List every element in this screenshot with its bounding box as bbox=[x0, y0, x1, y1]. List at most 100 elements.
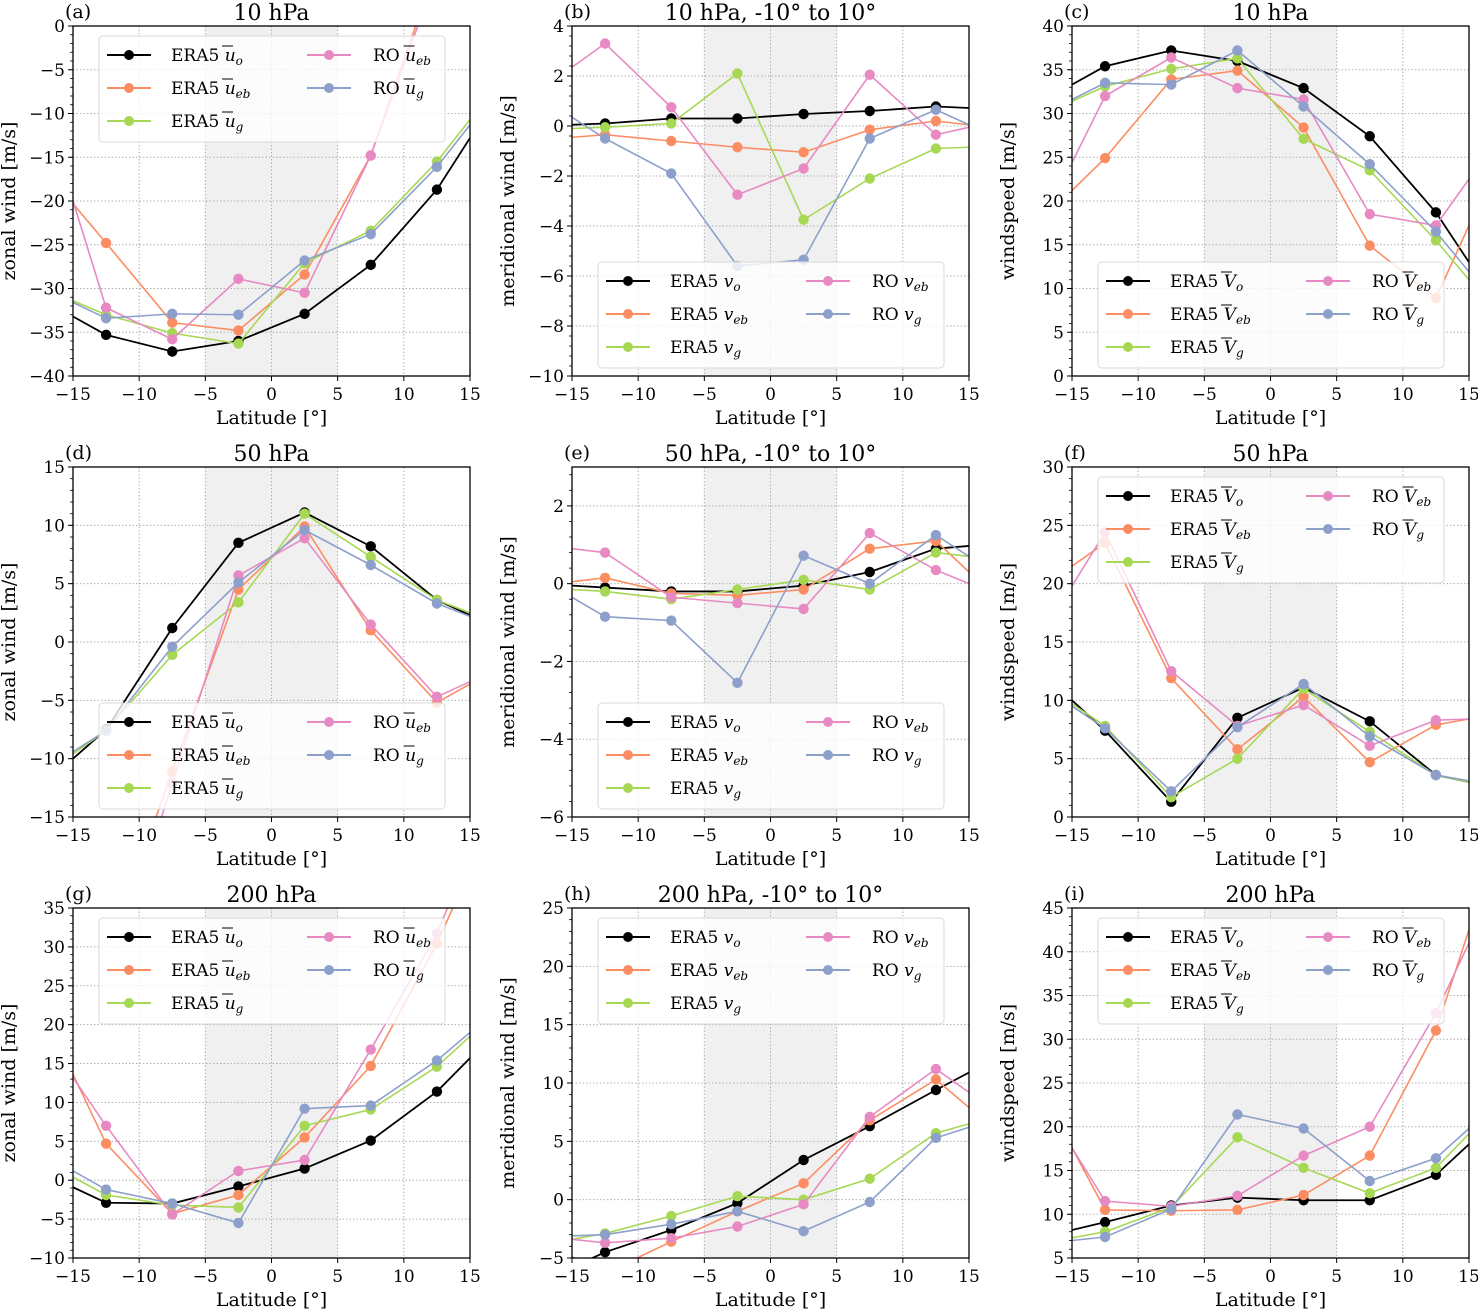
y-axis: −15 −10 −5 0 5 10 15 bbox=[29, 458, 73, 828]
legend-marker bbox=[1123, 998, 1133, 1008]
x-tick-label: −5 bbox=[1192, 385, 1217, 405]
series-line-ro-g bbox=[1072, 49, 1469, 273]
data-point-ro-eb bbox=[299, 532, 310, 544]
y-tick-label: 40 bbox=[1042, 17, 1064, 37]
legend-label: ERA5 Veb bbox=[1170, 305, 1251, 327]
y-tick-label: 15 bbox=[1042, 1162, 1064, 1182]
y-tick-label: 10 bbox=[43, 1093, 65, 1113]
series-group bbox=[1072, 45, 1469, 304]
y-axis: 0 5 10 15 20 25 30 bbox=[1042, 458, 1072, 828]
legend-label: RO ueb bbox=[373, 46, 431, 68]
x-tick-label: 5 bbox=[332, 1267, 343, 1287]
data-point-era5-g bbox=[1364, 1188, 1375, 1199]
data-point-era5-g bbox=[1232, 53, 1243, 64]
legend-label: RO vg bbox=[872, 746, 922, 768]
series-line-ro-eb bbox=[572, 42, 969, 196]
data-point-ro-g bbox=[599, 1229, 611, 1240]
data-point-era5-o bbox=[798, 1154, 809, 1166]
data-point-ro-eb bbox=[167, 1209, 178, 1220]
legend-item-era5-g: ERA5 Vg bbox=[1106, 337, 1244, 360]
panel-letter: (c) bbox=[1064, 1, 1089, 23]
y-axis: −6 −4 −2 0 2 bbox=[539, 474, 572, 828]
x-tick-label: −10 bbox=[121, 1267, 157, 1287]
x-axis: −15 −10 −5 0 5 10 15 bbox=[554, 1258, 980, 1287]
series-line-era5-g bbox=[572, 551, 969, 601]
x-tick-label: 5 bbox=[1331, 826, 1342, 846]
series-line-ro-g bbox=[1072, 1113, 1469, 1242]
y-tick-label: 30 bbox=[1042, 105, 1064, 125]
data-point-era5-o bbox=[1364, 131, 1375, 142]
data-point-ro-eb bbox=[365, 1044, 376, 1055]
legend-box bbox=[597, 702, 945, 810]
y-tick-label: 5 bbox=[1053, 750, 1064, 770]
data-point-ro-eb bbox=[732, 1221, 743, 1232]
series-line-era5-g bbox=[572, 1123, 969, 1241]
x-tick-label: 0 bbox=[266, 385, 277, 405]
x-tick-label: −15 bbox=[554, 1267, 590, 1287]
y-tick-label: −10 bbox=[29, 105, 65, 125]
data-point-ro-g bbox=[864, 1196, 875, 1208]
y-axis-label: windspeed [m/s] bbox=[997, 122, 1019, 280]
x-tick-label: 0 bbox=[1265, 1267, 1276, 1287]
legend-marker bbox=[1323, 276, 1333, 286]
data-point-ro-eb bbox=[1099, 1195, 1111, 1207]
legend-label: ERA5 ueb bbox=[171, 961, 250, 983]
legend-marker bbox=[324, 932, 334, 942]
data-point-ro-g bbox=[233, 309, 244, 320]
legend-label: ERA5 Vg bbox=[1170, 994, 1244, 1016]
y-axis-label: windspeed [m/s] bbox=[997, 1004, 1019, 1162]
data-point-ro-g bbox=[1232, 45, 1243, 56]
panel-title: 200 hPa bbox=[226, 883, 316, 908]
x-tick-label: 5 bbox=[831, 1267, 842, 1287]
legend-label: ERA5 veb bbox=[670, 961, 748, 983]
x-tick-label: −10 bbox=[1120, 826, 1156, 846]
legend-label: RO Veb bbox=[1372, 272, 1431, 294]
panel-letter: (b) bbox=[564, 1, 591, 23]
x-axis-label: Latitude [°] bbox=[1215, 848, 1326, 870]
x-tick-label: −15 bbox=[1054, 1267, 1090, 1287]
legend-label: ERA5 Veb bbox=[1170, 961, 1251, 983]
legend-label: ERA5 vg bbox=[670, 338, 741, 360]
y-tick-label: 20 bbox=[43, 1016, 65, 1036]
data-point-era5-eb bbox=[1430, 1025, 1442, 1036]
data-point-era5-g bbox=[599, 586, 611, 597]
legend-item-era5-o: ERA5 vo bbox=[606, 272, 741, 294]
x-tick-label: −10 bbox=[620, 385, 656, 405]
data-point-era5-o bbox=[1232, 712, 1243, 724]
series-line-era5-g bbox=[1072, 1133, 1469, 1239]
y-tick-label: 0 bbox=[54, 1171, 65, 1191]
data-point-ro-eb bbox=[864, 1111, 875, 1123]
data-point-ro-g bbox=[365, 1100, 376, 1111]
legend-box bbox=[1097, 261, 1445, 369]
legend-marker bbox=[623, 750, 633, 760]
data-point-ro-g bbox=[233, 577, 244, 588]
x-tick-label: −15 bbox=[554, 826, 590, 846]
legend-marker bbox=[623, 998, 633, 1008]
x-tick-label: 0 bbox=[765, 826, 776, 846]
data-point-ro-g bbox=[299, 255, 310, 266]
data-point-ro-eb bbox=[666, 102, 677, 113]
series-line-ro-g bbox=[73, 124, 470, 320]
legend-marker bbox=[1123, 524, 1133, 534]
y-tick-label: 10 bbox=[542, 1074, 564, 1094]
x-axis-label: Latitude [°] bbox=[216, 407, 327, 429]
data-point-ro-g bbox=[1099, 1231, 1111, 1243]
series-line-era5-o bbox=[572, 105, 969, 126]
legend-item-ro-eb: RO ueb bbox=[307, 45, 431, 68]
data-point-ro-eb bbox=[1166, 52, 1177, 63]
x-tick-label: 0 bbox=[266, 1267, 277, 1287]
data-point-ro-eb bbox=[599, 1237, 611, 1249]
data-point-era5-eb bbox=[930, 115, 942, 127]
data-point-ro-eb bbox=[1166, 665, 1177, 677]
series-line-era5-eb bbox=[1072, 929, 1469, 1212]
data-point-ro-eb bbox=[798, 163, 809, 174]
legend-label: RO ueb bbox=[373, 713, 431, 735]
x-axis: −15 −10 −5 0 5 10 15 bbox=[55, 1258, 481, 1287]
series-line-ro-eb bbox=[572, 1068, 969, 1244]
legend-item-era5-g: ERA5 ug bbox=[107, 993, 244, 1016]
x-tick-label: −10 bbox=[620, 826, 656, 846]
data-point-era5-o bbox=[365, 259, 376, 271]
legend-marker bbox=[823, 717, 833, 727]
legend-item-era5-o: ERA5 vo bbox=[606, 928, 741, 950]
